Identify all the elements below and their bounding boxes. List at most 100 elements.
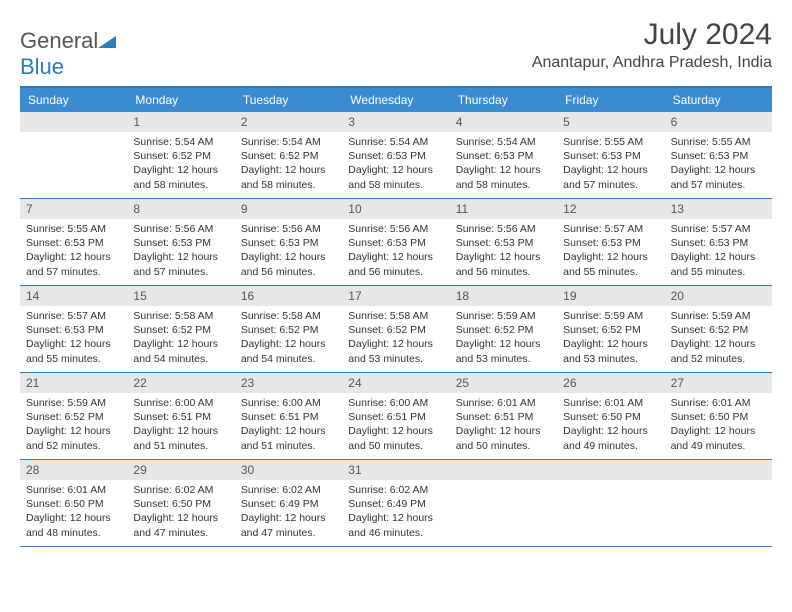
day-details: Sunrise: 5:58 AMSunset: 6:52 PMDaylight:… [127, 306, 234, 370]
week-row: 14Sunrise: 5:57 AMSunset: 6:53 PMDayligh… [20, 286, 772, 373]
sunset-text: Sunset: 6:53 PM [456, 149, 551, 163]
day-cell: 21Sunrise: 5:59 AMSunset: 6:52 PMDayligh… [20, 373, 127, 459]
sunset-text: Sunset: 6:52 PM [26, 410, 121, 424]
sunrise-text: Sunrise: 6:01 AM [456, 396, 551, 410]
day-header: Tuesday [235, 88, 342, 112]
sunrise-text: Sunrise: 6:01 AM [671, 396, 766, 410]
daylight-text: Daylight: 12 hours and 58 minutes. [456, 163, 551, 191]
day-cell: 10Sunrise: 5:56 AMSunset: 6:53 PMDayligh… [342, 199, 449, 285]
day-details: Sunrise: 5:59 AMSunset: 6:52 PMDaylight:… [665, 306, 772, 370]
daylight-text: Daylight: 12 hours and 57 minutes. [26, 250, 121, 278]
day-header: Friday [557, 88, 664, 112]
day-cell: 22Sunrise: 6:00 AMSunset: 6:51 PMDayligh… [127, 373, 234, 459]
date-number: 15 [127, 286, 234, 306]
date-number [557, 460, 664, 480]
sunrise-text: Sunrise: 5:54 AM [348, 135, 443, 149]
day-details: Sunrise: 6:02 AMSunset: 6:49 PMDaylight:… [235, 480, 342, 544]
sunrise-text: Sunrise: 5:54 AM [241, 135, 336, 149]
daylight-text: Daylight: 12 hours and 56 minutes. [241, 250, 336, 278]
day-details: Sunrise: 5:59 AMSunset: 6:52 PMDaylight:… [450, 306, 557, 370]
day-cell: 14Sunrise: 5:57 AMSunset: 6:53 PMDayligh… [20, 286, 127, 372]
sunrise-text: Sunrise: 6:00 AM [133, 396, 228, 410]
date-number: 25 [450, 373, 557, 393]
day-cell: 17Sunrise: 5:58 AMSunset: 6:52 PMDayligh… [342, 286, 449, 372]
daylight-text: Daylight: 12 hours and 58 minutes. [241, 163, 336, 191]
day-cell: 16Sunrise: 5:58 AMSunset: 6:52 PMDayligh… [235, 286, 342, 372]
day-cell [557, 460, 664, 546]
day-details: Sunrise: 5:59 AMSunset: 6:52 PMDaylight:… [557, 306, 664, 370]
calendar-body: 1Sunrise: 5:54 AMSunset: 6:52 PMDaylight… [20, 112, 772, 547]
sunset-text: Sunset: 6:53 PM [563, 149, 658, 163]
sunrise-text: Sunrise: 5:58 AM [133, 309, 228, 323]
logo: General Blue [20, 18, 116, 80]
daylight-text: Daylight: 12 hours and 58 minutes. [348, 163, 443, 191]
sunrise-text: Sunrise: 5:54 AM [456, 135, 551, 149]
sunset-text: Sunset: 6:53 PM [241, 236, 336, 250]
week-row: 1Sunrise: 5:54 AMSunset: 6:52 PMDaylight… [20, 112, 772, 199]
sunrise-text: Sunrise: 6:00 AM [348, 396, 443, 410]
day-cell: 1Sunrise: 5:54 AMSunset: 6:52 PMDaylight… [127, 112, 234, 198]
day-cell: 3Sunrise: 5:54 AMSunset: 6:53 PMDaylight… [342, 112, 449, 198]
week-row: 7Sunrise: 5:55 AMSunset: 6:53 PMDaylight… [20, 199, 772, 286]
daylight-text: Daylight: 12 hours and 57 minutes. [133, 250, 228, 278]
sunrise-text: Sunrise: 6:02 AM [133, 483, 228, 497]
day-details: Sunrise: 5:57 AMSunset: 6:53 PMDaylight:… [557, 219, 664, 283]
sunrise-text: Sunrise: 5:56 AM [456, 222, 551, 236]
sunset-text: Sunset: 6:52 PM [563, 323, 658, 337]
date-number: 10 [342, 199, 449, 219]
header: General Blue July 2024 Anantapur, Andhra… [20, 18, 772, 80]
sunrise-text: Sunrise: 5:58 AM [241, 309, 336, 323]
day-header: Wednesday [342, 88, 449, 112]
date-number: 17 [342, 286, 449, 306]
day-details: Sunrise: 6:01 AMSunset: 6:51 PMDaylight:… [450, 393, 557, 457]
sunset-text: Sunset: 6:53 PM [348, 236, 443, 250]
date-number: 22 [127, 373, 234, 393]
date-number: 1 [127, 112, 234, 132]
sunset-text: Sunset: 6:52 PM [241, 149, 336, 163]
sunset-text: Sunset: 6:52 PM [456, 323, 551, 337]
date-number: 24 [342, 373, 449, 393]
day-details: Sunrise: 6:01 AMSunset: 6:50 PMDaylight:… [665, 393, 772, 457]
day-details: Sunrise: 5:54 AMSunset: 6:53 PMDaylight:… [450, 132, 557, 196]
day-details: Sunrise: 6:00 AMSunset: 6:51 PMDaylight:… [235, 393, 342, 457]
sunset-text: Sunset: 6:53 PM [26, 236, 121, 250]
day-details: Sunrise: 5:58 AMSunset: 6:52 PMDaylight:… [235, 306, 342, 370]
logo-text-b: Blue [20, 54, 64, 79]
sunrise-text: Sunrise: 5:55 AM [671, 135, 766, 149]
sunset-text: Sunset: 6:51 PM [456, 410, 551, 424]
day-header-row: Sunday Monday Tuesday Wednesday Thursday… [20, 88, 772, 112]
day-details: Sunrise: 5:56 AMSunset: 6:53 PMDaylight:… [450, 219, 557, 283]
sunrise-text: Sunrise: 5:59 AM [26, 396, 121, 410]
sunset-text: Sunset: 6:53 PM [563, 236, 658, 250]
title-block: July 2024 Anantapur, Andhra Pradesh, Ind… [532, 18, 772, 72]
day-details: Sunrise: 5:56 AMSunset: 6:53 PMDaylight:… [235, 219, 342, 283]
sunset-text: Sunset: 6:50 PM [26, 497, 121, 511]
day-cell: 29Sunrise: 6:02 AMSunset: 6:50 PMDayligh… [127, 460, 234, 546]
sunrise-text: Sunrise: 5:56 AM [241, 222, 336, 236]
sunrise-text: Sunrise: 5:57 AM [671, 222, 766, 236]
daylight-text: Daylight: 12 hours and 48 minutes. [26, 511, 121, 539]
sunrise-text: Sunrise: 5:55 AM [563, 135, 658, 149]
sunrise-text: Sunrise: 5:57 AM [26, 309, 121, 323]
day-cell: 23Sunrise: 6:00 AMSunset: 6:51 PMDayligh… [235, 373, 342, 459]
date-number: 5 [557, 112, 664, 132]
day-details: Sunrise: 6:00 AMSunset: 6:51 PMDaylight:… [342, 393, 449, 457]
date-number [450, 460, 557, 480]
date-number: 26 [557, 373, 664, 393]
day-cell [665, 460, 772, 546]
day-cell: 20Sunrise: 5:59 AMSunset: 6:52 PMDayligh… [665, 286, 772, 372]
sunset-text: Sunset: 6:52 PM [241, 323, 336, 337]
date-number: 20 [665, 286, 772, 306]
day-cell: 4Sunrise: 5:54 AMSunset: 6:53 PMDaylight… [450, 112, 557, 198]
day-cell: 25Sunrise: 6:01 AMSunset: 6:51 PMDayligh… [450, 373, 557, 459]
sunset-text: Sunset: 6:51 PM [133, 410, 228, 424]
day-header: Thursday [450, 88, 557, 112]
sunrise-text: Sunrise: 5:57 AM [563, 222, 658, 236]
daylight-text: Daylight: 12 hours and 47 minutes. [241, 511, 336, 539]
sunset-text: Sunset: 6:52 PM [133, 323, 228, 337]
day-cell: 2Sunrise: 5:54 AMSunset: 6:52 PMDaylight… [235, 112, 342, 198]
day-cell: 18Sunrise: 5:59 AMSunset: 6:52 PMDayligh… [450, 286, 557, 372]
day-details: Sunrise: 5:57 AMSunset: 6:53 PMDaylight:… [20, 306, 127, 370]
day-details: Sunrise: 5:57 AMSunset: 6:53 PMDaylight:… [665, 219, 772, 283]
day-header: Sunday [20, 88, 127, 112]
